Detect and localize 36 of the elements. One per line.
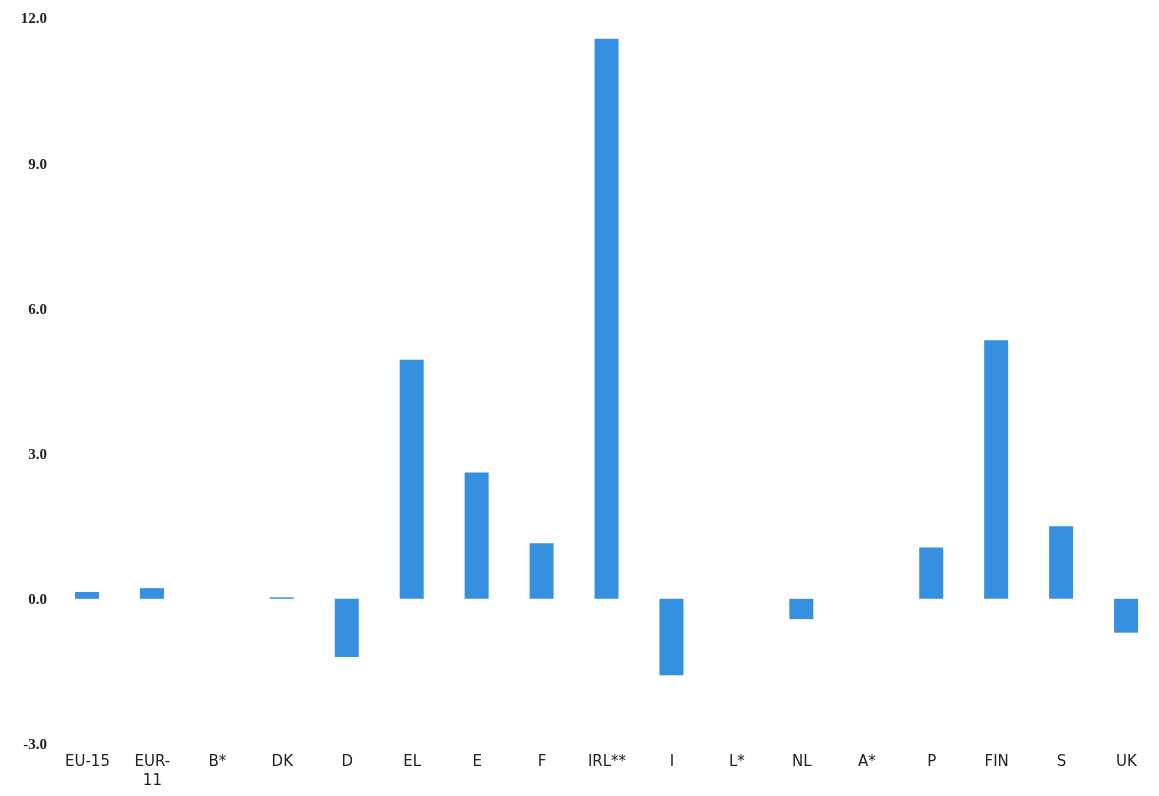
x-tick-label: NL	[792, 752, 813, 770]
bar	[139, 588, 164, 599]
x-tick-label: L*	[728, 752, 746, 770]
bar	[659, 598, 684, 676]
x-tick-label: D	[341, 752, 354, 770]
y-tick-label: -3.0	[23, 736, 47, 753]
bar	[594, 38, 619, 599]
x-tick-label: FIN	[984, 752, 1009, 770]
y-tick-label: 3.0	[28, 445, 47, 462]
bar	[789, 598, 814, 620]
y-tick-label: 12.0	[20, 10, 47, 27]
x-tick-label: UK	[1116, 752, 1139, 770]
x-tick-label: DK	[271, 752, 295, 770]
bar	[984, 340, 1009, 599]
bar	[1114, 598, 1139, 633]
x-tick-label: B*	[208, 752, 227, 770]
bar	[75, 592, 99, 599]
y-tick-label: 6.0	[28, 300, 47, 317]
y-tick-label: 0.0	[28, 591, 47, 608]
bar	[919, 547, 944, 599]
x-tick-label: EU-15	[64, 752, 110, 770]
bar	[464, 472, 489, 599]
x-tick-label: P	[927, 752, 937, 770]
x-tick-label: EUR-11	[134, 752, 171, 789]
x-tick-label: EL	[403, 752, 422, 770]
y-tick-label: 9.0	[28, 155, 47, 172]
bar	[529, 543, 554, 599]
x-tick-label: E	[472, 752, 482, 770]
x-tick-label: I	[669, 752, 675, 770]
x-tick-label: A*	[857, 752, 877, 770]
bar	[1049, 526, 1074, 599]
x-tick-label: F	[537, 752, 547, 770]
bar	[399, 359, 424, 599]
x-tick-label: IRL**	[587, 752, 627, 770]
x-tick-label: S	[1056, 752, 1067, 770]
bar	[334, 598, 359, 657]
